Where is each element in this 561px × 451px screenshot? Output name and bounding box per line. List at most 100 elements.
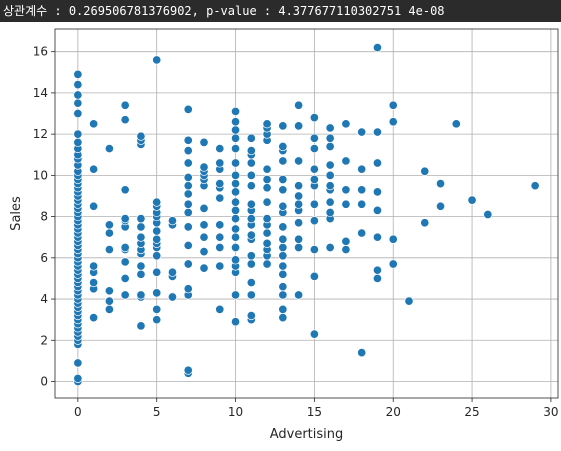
scatter-point [136, 261, 146, 271]
scatter-point [294, 290, 304, 300]
scatter-point [104, 228, 114, 238]
scatter-point [104, 304, 114, 314]
scatter-point [230, 242, 241, 253]
scatter-point [372, 187, 383, 197]
scatter-point [73, 129, 83, 139]
scatter-point [136, 214, 146, 224]
scatter-point [199, 162, 209, 172]
scatter-point [104, 144, 114, 154]
scatter-point [262, 174, 272, 185]
scatter-point [230, 255, 241, 265]
scatter-point [246, 290, 256, 300]
scatter-point [325, 141, 335, 152]
scatter-point [309, 113, 319, 123]
scatter-point [120, 290, 130, 300]
scatter-point [262, 259, 272, 269]
scatter-point [372, 205, 383, 215]
scatter-point [262, 238, 272, 248]
scatter-point [278, 201, 288, 211]
scatter-point [372, 127, 383, 137]
scatter-point [89, 278, 99, 288]
scatter-point [278, 282, 288, 292]
scatter-point [262, 214, 272, 224]
scatter-point [136, 321, 146, 331]
scatter-point [199, 263, 209, 273]
scatter-point [152, 197, 162, 207]
scatter-point [372, 158, 383, 168]
scatter-point [372, 265, 383, 275]
scatter-point [309, 245, 319, 255]
scatter-point [372, 43, 383, 53]
scatter-point [262, 183, 272, 193]
scatter-point [152, 315, 162, 325]
scatter-point [183, 146, 193, 156]
scatter-point [230, 125, 241, 135]
scatter-point [278, 242, 288, 253]
y-tick-label: 4 [40, 292, 48, 306]
scatter-point [294, 218, 304, 228]
scatter-point [230, 144, 241, 154]
scatter-point [215, 220, 225, 230]
scatter-point [246, 230, 256, 240]
scatter-point [278, 290, 288, 300]
scatter-point [215, 193, 225, 203]
scatter-point [246, 158, 256, 168]
scatter-point [388, 259, 398, 269]
scatter-point [404, 296, 414, 306]
scatter-point [294, 234, 304, 244]
scatter-point [104, 220, 114, 230]
scatter-point [262, 228, 272, 238]
scatter-point [467, 195, 477, 205]
scatter-point [262, 197, 272, 207]
scatter-point [357, 127, 367, 137]
scatter-point [294, 121, 304, 131]
scatter-point [530, 181, 540, 191]
correlation-header: 상관계수 : 0.269506781376902, p-value : 4.37… [0, 0, 561, 22]
scatter-point [451, 119, 461, 129]
scatter-point [278, 156, 288, 166]
scatter-point [372, 232, 383, 242]
scatter-point [278, 313, 288, 323]
x-axis-ticks: 0 5 10 15 20 25 30 [74, 398, 559, 419]
y-tick-label: 10 [33, 168, 48, 182]
scatter-point [325, 242, 335, 253]
y-tick-label: 14 [33, 86, 48, 100]
scatter-point [199, 137, 209, 147]
scatter-point [278, 174, 288, 185]
scatter-point [89, 201, 99, 211]
scatter-point [325, 170, 335, 180]
scatter-point [199, 220, 209, 230]
x-tick-label: 10 [228, 405, 243, 419]
scatter-point [120, 214, 130, 224]
scatter-point [357, 199, 367, 209]
scatter-point [262, 164, 272, 174]
y-tick-label: 16 [33, 45, 48, 59]
scatter-point [278, 222, 288, 232]
scatter-point [309, 164, 319, 174]
scatter-point [152, 288, 162, 298]
scatter-point [420, 166, 430, 176]
scatter-point [278, 121, 288, 131]
scatter-point [230, 158, 241, 168]
plot-frame [54, 28, 559, 399]
scatter-point [230, 170, 241, 180]
scatter-point [309, 329, 319, 339]
scatter-point [120, 185, 130, 195]
scatter-point [183, 259, 193, 269]
scatter-point [246, 199, 256, 209]
scatter-point [246, 278, 256, 288]
scatter-point [309, 271, 319, 281]
scatter-point [294, 199, 304, 209]
scatter-point [89, 164, 99, 174]
scatter-point [183, 172, 193, 182]
scatter-point [230, 106, 241, 117]
scatter-point [152, 234, 162, 244]
scatter-point [89, 119, 99, 129]
scatter-point [341, 199, 351, 209]
scatter-point [230, 214, 241, 224]
scatter-point [152, 226, 162, 236]
scatter-point [152, 251, 162, 261]
y-tick-label: 12 [33, 127, 48, 141]
scatter-point [230, 187, 241, 197]
scatter-point [215, 232, 225, 242]
